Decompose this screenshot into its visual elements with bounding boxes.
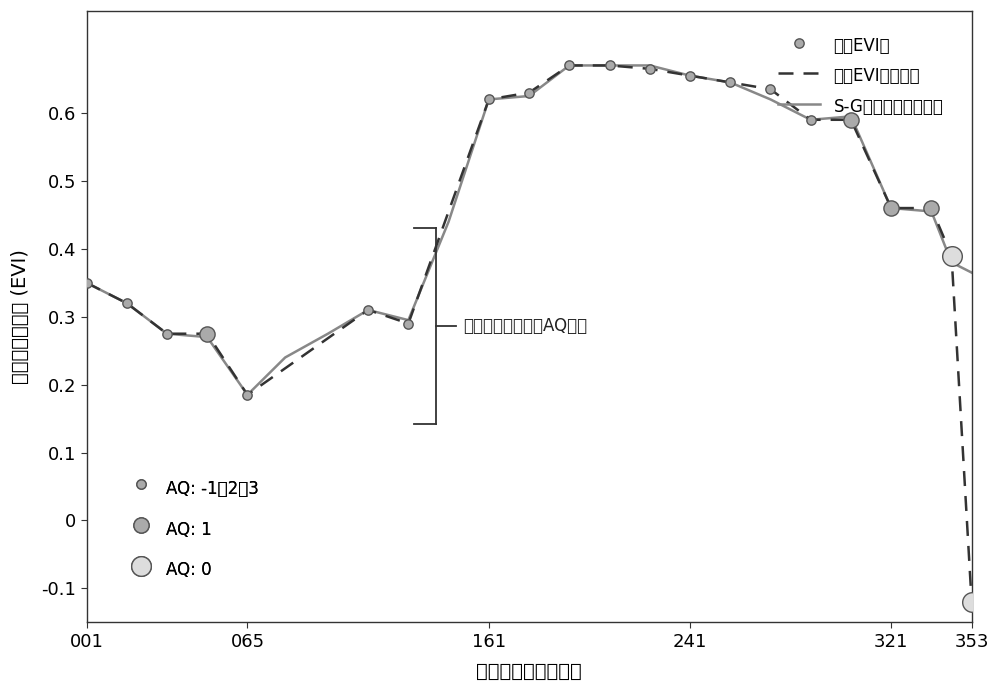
Text: 概括性质量图层（AQ值）: 概括性质量图层（AQ值）	[463, 317, 587, 335]
Y-axis label: 增强型植被指数 (EVI): 增强型植被指数 (EVI)	[11, 249, 30, 384]
Point	[521, 87, 537, 98]
Point	[360, 304, 376, 316]
Point	[682, 70, 698, 81]
Point	[803, 114, 819, 125]
Point	[159, 328, 175, 339]
Point	[119, 298, 135, 309]
Point	[561, 60, 577, 71]
Point	[722, 77, 738, 88]
Point	[944, 250, 960, 261]
Point	[481, 94, 497, 105]
Point	[199, 328, 215, 339]
Point	[883, 203, 899, 214]
Point	[964, 597, 980, 608]
Point	[843, 114, 859, 125]
Point	[762, 84, 778, 95]
Point	[602, 60, 618, 71]
Point	[400, 318, 416, 329]
Point	[239, 390, 255, 401]
Point	[642, 63, 658, 74]
Legend: AQ: -1、2、3, AQ: 1, AQ: 0: AQ: -1、2、3, AQ: 1, AQ: 0	[121, 469, 266, 590]
Point	[79, 277, 95, 289]
Point	[923, 203, 939, 214]
X-axis label: 观测日期（儒略日）: 观测日期（儒略日）	[476, 662, 582, 681]
